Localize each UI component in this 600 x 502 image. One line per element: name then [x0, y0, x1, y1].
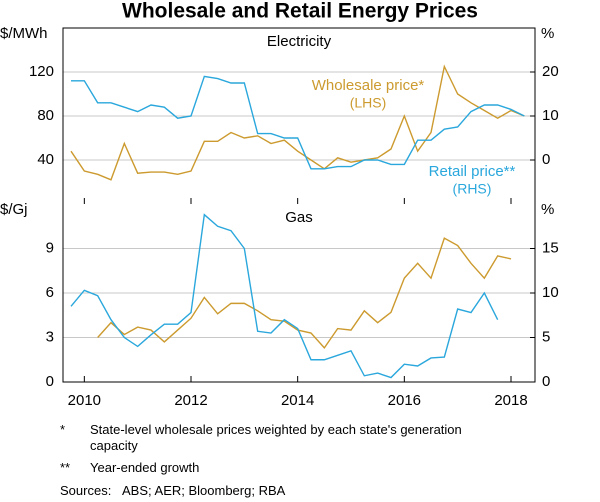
x-tick-label: 2014	[281, 392, 314, 409]
plot-frame	[62, 27, 536, 383]
x-tick-label: 2012	[174, 392, 207, 409]
note-marker: *	[60, 422, 66, 437]
y-tick-label: 120	[29, 63, 54, 80]
y-tick-label: 6	[46, 284, 54, 301]
y-tick-label: 40	[37, 151, 54, 168]
series-line	[97, 237, 512, 350]
y-axis-label: $/MWh	[0, 25, 48, 42]
chart-title: Wholesale and Retail Energy Prices	[122, 0, 478, 23]
note-marker: **	[60, 460, 71, 475]
y2-tick-label: 0	[542, 373, 550, 390]
y-tick-label: 80	[37, 107, 54, 124]
series-axis-label: (RHS)	[453, 181, 492, 197]
y2-tick-label: 10	[542, 107, 559, 124]
y2-axis-label: %	[541, 25, 554, 42]
y2-tick-label: 10	[542, 284, 559, 301]
y-axis-label: $/Gj	[0, 201, 28, 218]
series-label: Retail price**	[429, 163, 516, 180]
y-tick-label: 9	[46, 239, 54, 256]
series-axis-label: (LHS)	[350, 95, 387, 111]
chart: Wholesale and Retail Energy Prices Elect…	[0, 0, 559, 409]
series-line	[70, 213, 499, 379]
plots: Electricity $/MWh % 40 80 120 0 10 20 Wholesale p…	[0, 25, 559, 409]
y2-tick-label: 0	[542, 151, 550, 168]
note-text: State-level wholesale prices weighted by…	[90, 422, 462, 453]
panel-title: Gas	[285, 209, 313, 226]
series-line	[70, 64, 525, 181]
y2-tick-label: 5	[542, 328, 550, 345]
sources-label: Sources:	[60, 483, 112, 498]
sources-text: ABS; AER; Bloomberg; RBA	[122, 483, 286, 498]
y-tick-label: 0	[46, 373, 54, 390]
x-tick-label: 2016	[388, 392, 421, 409]
x-tick-label: 2018	[494, 392, 527, 409]
y2-tick-label: 15	[542, 239, 559, 256]
series-label: Wholesale price*	[312, 77, 425, 94]
panel-title: Electricity	[267, 33, 332, 50]
y2-tick-label: 20	[542, 63, 559, 80]
y-tick-label: 3	[46, 328, 54, 345]
note-text: Year-ended growth	[90, 460, 200, 475]
x-tick-label: 2010	[68, 392, 101, 409]
y2-axis-label: %	[541, 201, 554, 218]
series-line	[71, 75, 525, 170]
